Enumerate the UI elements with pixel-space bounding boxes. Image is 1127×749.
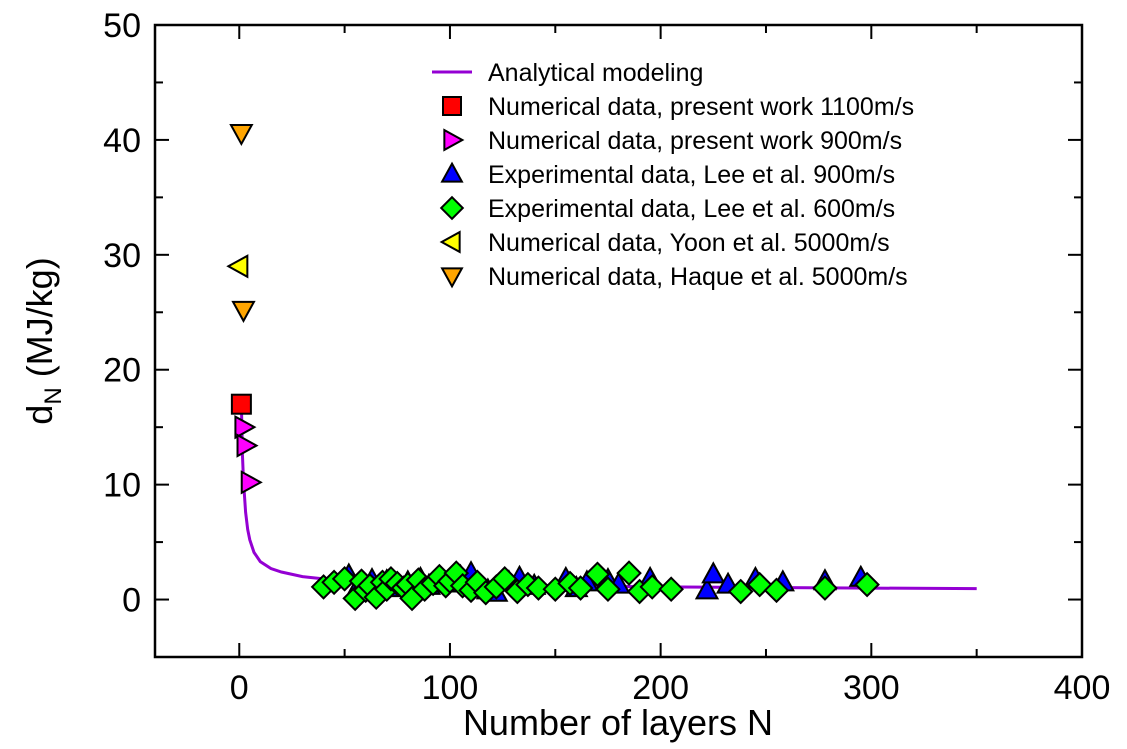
data-point bbox=[701, 561, 726, 584]
x-axis-title: Number of layers N bbox=[463, 702, 773, 743]
legend-label: Numerical data, present work 900m/s bbox=[488, 127, 902, 155]
data-point bbox=[727, 578, 754, 605]
series-triangle-right-markers bbox=[234, 415, 263, 495]
data-point bbox=[491, 566, 518, 592]
data-point bbox=[658, 576, 684, 603]
x-tick-label: 400 bbox=[1054, 669, 1111, 707]
data-point bbox=[230, 393, 252, 415]
legend-label: Numerical data, Haque et al. 5000m/s bbox=[488, 263, 908, 291]
legend-swatch-diamond bbox=[439, 195, 465, 221]
series-analytical-line bbox=[239, 404, 977, 591]
y-tick-label: 40 bbox=[103, 122, 141, 160]
analytical-curve bbox=[239, 404, 977, 591]
y-tick-label: 20 bbox=[103, 352, 141, 390]
data-point bbox=[240, 470, 263, 495]
plot-frame bbox=[153, 23, 1084, 659]
data-point bbox=[639, 574, 666, 600]
legend-swatch-square bbox=[442, 96, 462, 116]
data-point bbox=[694, 577, 720, 600]
legend-label: Experimental data, Lee et al. 900m/s bbox=[488, 161, 895, 189]
y-axis-title-subscript: N bbox=[40, 387, 67, 404]
data-point bbox=[229, 123, 254, 147]
legend: Analytical modeling Numerical data, prese… bbox=[432, 59, 914, 291]
data-point bbox=[231, 300, 256, 323]
legend-label: Numerical data, Yoon et al. 5000m/s bbox=[488, 229, 890, 257]
data-point bbox=[595, 576, 621, 603]
series-triangle-down-markers bbox=[229, 123, 256, 323]
data-point bbox=[567, 575, 594, 601]
y-axis-title: dN (MJ/kg) bbox=[19, 257, 67, 424]
series-square-markers bbox=[230, 393, 252, 415]
svg-text:dN (MJ/kg): dN (MJ/kg) bbox=[19, 257, 67, 424]
tick-labels: 0 100 200 300 400 0 10 20 30 40 50 bbox=[103, 7, 1110, 707]
x-tick-label: 0 bbox=[230, 669, 249, 707]
data-point bbox=[812, 575, 838, 601]
x-tick-label: 300 bbox=[843, 669, 900, 707]
data-point bbox=[226, 254, 249, 279]
series-layer bbox=[226, 123, 977, 612]
data-point bbox=[763, 577, 790, 604]
axis-ticks bbox=[155, 24, 1083, 657]
data-point bbox=[234, 415, 257, 440]
series-diamond-markers bbox=[310, 560, 880, 612]
y-tick-label: 30 bbox=[103, 237, 141, 275]
x-tick-label: 200 bbox=[632, 669, 689, 707]
legend-swatch-triangle-down bbox=[440, 267, 464, 289]
legend-swatch-triangle-left bbox=[439, 230, 461, 254]
y-axis-title-rest: (MJ/kg) bbox=[19, 257, 60, 387]
data-point bbox=[331, 566, 358, 592]
legend-label: Experimental data, Lee et al. 600m/s bbox=[488, 195, 895, 223]
y-tick-label: 0 bbox=[122, 582, 141, 620]
legend-swatch-triangle-right bbox=[443, 128, 465, 152]
legend-label: Numerical data, present work 1100m/s bbox=[488, 93, 914, 121]
y-tick-label: 50 bbox=[103, 7, 141, 45]
data-point bbox=[584, 561, 611, 588]
legend-label: Analytical modeling bbox=[488, 59, 703, 87]
y-axis-title-base: d bbox=[19, 405, 60, 425]
x-tick-label: 100 bbox=[422, 669, 479, 707]
legend-swatch-triangle-up bbox=[440, 161, 464, 183]
data-point bbox=[525, 575, 552, 601]
series-triangle-left-markers bbox=[226, 254, 249, 279]
y-tick-label: 10 bbox=[103, 467, 141, 505]
data-point bbox=[616, 560, 642, 586]
data-point bbox=[236, 433, 259, 458]
data-point bbox=[854, 571, 880, 598]
